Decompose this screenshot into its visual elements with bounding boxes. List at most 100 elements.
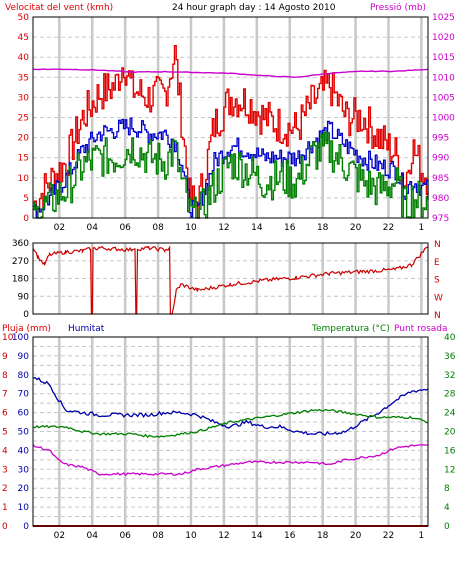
wind-panel-frame [32,16,429,219]
temperature-axis-tick: 4 [444,503,450,513]
x-tick-label: 20 [350,223,362,233]
direction-panel-frame [32,242,429,315]
humidity-title: Humitat [68,324,105,334]
wind-direction-series-line [32,245,429,315]
pressure-axis-tick: 1000 [432,114,455,124]
humidity-panel-frame [32,336,429,527]
compass-axis-tick: N [434,240,441,250]
temperature-axis-tick: 20 [444,428,456,438]
humidity-axis-tick: 0 [23,522,29,532]
x-tick-label: 1 [419,531,425,541]
rain-axis-tick: 10 [2,333,14,343]
humidity-axis-tick: 20 [18,484,30,494]
x-tick-label: 02 [54,223,65,233]
wind-axis-tick: 10 [18,174,30,184]
humidity-axis-tick: 60 [18,409,30,419]
pressure-axis-tick: 980 [432,194,449,204]
temperature-axis-tick: 12 [444,465,455,475]
pressure-axis-tick: 995 [432,134,449,144]
rain-axis-tick: 1 [2,503,8,513]
x-tick-label: 1 [419,223,425,233]
x-tick-label: 18 [317,531,329,541]
x-tick-label: 06 [119,223,131,233]
pressure-axis-tick: 1015 [432,53,455,63]
compass-axis-tick: W [434,293,443,303]
wind-title: Velocitat del vent (kmh) [5,3,113,13]
pressure-axis-tick: 1005 [432,93,455,103]
compass-axis-tick: E [434,258,440,268]
rain-axis-tick: 9 [2,352,8,362]
gust-series-line [33,45,429,219]
x-tick-label: 16 [284,223,296,233]
compass-axis-tick: S [434,276,440,286]
wind-axis-tick: 5 [23,194,29,204]
pressure-axis-tick: 1020 [432,33,455,43]
x-tick-label: 12 [218,531,229,541]
humidity-axis-tick: 40 [18,446,30,456]
rain-axis-tick: 4 [2,446,8,456]
rain-axis-tick: 0 [2,522,8,532]
wind-axis-tick: 0 [23,214,29,224]
average-series-line [33,117,429,219]
wind-pressure-panel: 0510152025303540455097598098599099510001… [18,13,456,233]
temperature-series-line [32,408,429,439]
x-tick-label: 22 [383,531,394,541]
rain-title: Pluja (mm) [2,324,51,334]
wind-axis-tick: 40 [18,53,30,63]
wind-axis-tick: 30 [18,93,30,103]
x-tick-label: 10 [185,223,197,233]
temperature-axis-tick: 0 [444,522,450,532]
compass-axis-tick: N [434,311,441,321]
humidity-axis-tick: 50 [18,428,30,438]
pressure-axis-tick: 990 [432,154,449,164]
direction-axis-tick: 270 [12,257,29,267]
x-tick-label: 04 [87,531,99,541]
rain-axis-tick: 3 [2,465,8,475]
humidity-temperature-panel: 0123456789100102030405060708090100048121… [2,333,456,541]
rain-axis-tick: 5 [2,428,8,438]
temperature-axis-tick: 36 [444,352,456,362]
direction-axis-tick: 90 [18,292,30,302]
wind-axis-tick: 20 [18,134,30,144]
pressure-title: Pressió (mb) [370,2,426,13]
pressure-axis-tick: 1010 [432,73,455,83]
dewpoint-series-line [32,444,428,477]
humidity-axis-tick: 30 [18,465,30,475]
x-tick-label: 06 [119,531,131,541]
humidity-axis-tick: 100 [12,333,29,343]
rain-axis-tick: 7 [2,390,8,400]
temperature-title: Temperatura (°C) [311,324,390,334]
x-tick-label: 08 [152,223,164,233]
humidity-series-line [32,376,429,436]
x-tick-label: 10 [185,531,197,541]
temperature-axis-tick: 40 [444,333,456,343]
temperature-axis-tick: 16 [444,446,456,456]
x-tick-label: 18 [317,223,329,233]
wind-axis-tick: 45 [18,33,29,43]
x-tick-label: 20 [350,531,362,541]
pressure-series-line [32,68,429,78]
x-tick-label: 02 [54,531,65,541]
wind-axis-tick: 25 [18,114,29,124]
direction-axis-tick: 0 [23,310,29,320]
wind-axis-tick: 15 [18,154,29,164]
pressure-axis-tick: 975 [432,214,449,224]
temperature-axis-tick: 24 [444,409,456,419]
x-tick-label: 22 [383,223,394,233]
humidity-axis-tick: 70 [18,390,30,400]
x-tick-label: 14 [251,223,263,233]
x-tick-label: 12 [218,223,229,233]
dewpoint-title: Punt rosada [394,324,448,334]
x-tick-label: 14 [251,531,263,541]
x-tick-label: 08 [152,531,164,541]
direction-axis-tick: 360 [12,239,29,249]
x-tick-label: 16 [284,531,296,541]
pressure-axis-tick: 985 [432,174,449,184]
temperature-axis-tick: 28 [444,390,456,400]
wind-axis-tick: 35 [18,73,29,83]
wind_low-series-line [33,131,429,219]
main-title: 24 hour graph day : 14 Agosto 2010 [172,3,336,13]
